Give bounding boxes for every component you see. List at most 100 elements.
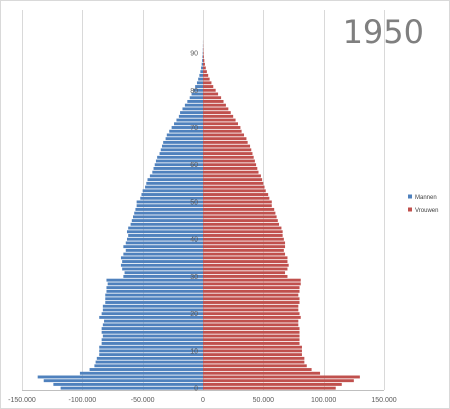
bar-mannen-age-14 xyxy=(102,334,203,338)
bar-mannen-age-17 xyxy=(102,323,203,327)
bar-vrouwen-age-67 xyxy=(203,137,247,141)
bar-vrouwen-age-3 xyxy=(203,375,360,379)
bar-vrouwen-age-28 xyxy=(203,282,301,286)
bar-mannen-age-4 xyxy=(79,371,203,375)
bar-mannen-age-36 xyxy=(123,252,203,256)
bar-mannen-age-70 xyxy=(171,126,203,129)
bar-vrouwen-age-18 xyxy=(203,319,299,323)
bar-vrouwen-age-60 xyxy=(203,163,257,167)
bar-vrouwen-age-43 xyxy=(203,226,282,230)
bar-vrouwen-age-52 xyxy=(203,193,269,196)
bar-mannen-age-28 xyxy=(107,282,203,286)
bar-mannen-age-39 xyxy=(125,241,203,245)
bar-mannen-age-25 xyxy=(105,293,203,297)
bar-vrouwen-age-75 xyxy=(203,107,229,111)
bar-vrouwen-age-27 xyxy=(203,286,300,290)
bar-mannen-age-53 xyxy=(142,189,203,193)
bar-vrouwen-age-42 xyxy=(203,230,283,234)
bar-vrouwen-age-61 xyxy=(203,159,255,163)
bar-mannen-age-8 xyxy=(96,356,203,360)
x-tick-label-2: -50.000 xyxy=(131,397,155,404)
bar-mannen-age-50 xyxy=(136,200,203,204)
bar-vrouwen-age-89 xyxy=(203,55,204,59)
bar-mannen-age-45 xyxy=(131,219,203,223)
bar-vrouwen-age-50 xyxy=(203,200,272,204)
bar-vrouwen-age-1 xyxy=(203,382,342,386)
bar-vrouwen-age-40 xyxy=(203,237,284,241)
bar-mannen-age-84 xyxy=(199,73,203,77)
bar-mannen-age-65 xyxy=(161,144,203,148)
bar-vrouwen-age-22 xyxy=(203,304,299,308)
bar-vrouwen-age-78 xyxy=(203,96,222,100)
bar-mannen-age-5 xyxy=(89,368,203,371)
x-tick-label-3: 0 xyxy=(201,397,205,404)
bar-vrouwen-age-20 xyxy=(203,312,300,316)
bar-vrouwen-age-77 xyxy=(203,99,224,103)
bar-mannen-age-44 xyxy=(130,222,203,226)
bar-vrouwen-age-44 xyxy=(203,222,280,226)
bar-vrouwen-age-48 xyxy=(203,207,275,211)
bar-mannen-age-74 xyxy=(180,111,203,115)
bar-vrouwen-age-71 xyxy=(203,122,238,126)
bar-mannen-age-68 xyxy=(166,133,203,137)
bar-mannen-age-81 xyxy=(195,85,203,88)
bar-vrouwen-age-13 xyxy=(203,338,300,342)
bar-vrouwen-age-56 xyxy=(203,178,263,182)
bar-vrouwen-age-25 xyxy=(203,293,299,297)
y-tick-label-20: 20 xyxy=(190,311,198,318)
bar-vrouwen-age-31 xyxy=(203,271,286,275)
bar-mannen-age-72 xyxy=(176,118,203,122)
bar-mannen-age-21 xyxy=(102,308,203,312)
x-tick-label-5: 100.000 xyxy=(311,397,336,404)
bar-mannen-age-34 xyxy=(122,260,203,263)
y-tick-label-60: 60 xyxy=(190,162,198,169)
bar-vrouwen-age-0 xyxy=(203,386,336,390)
bar-vrouwen-age-45 xyxy=(203,219,278,223)
bar-vrouwen-age-14 xyxy=(203,334,300,338)
bar-vrouwen-age-49 xyxy=(203,204,272,208)
bar-vrouwen-age-37 xyxy=(203,248,284,252)
bar-vrouwen-age-69 xyxy=(203,129,242,133)
bar-vrouwen-age-19 xyxy=(203,315,301,319)
bar-mannen-age-60 xyxy=(154,163,203,167)
bar-mannen-age-19 xyxy=(99,315,203,319)
bar-mannen-age-24 xyxy=(105,297,203,301)
bar-vrouwen-age-33 xyxy=(203,263,289,267)
bar-vrouwen-age-51 xyxy=(203,196,270,200)
bar-mannen-age-62 xyxy=(157,155,203,159)
bar-vrouwen-age-64 xyxy=(203,148,252,152)
bar-mannen-age-87 xyxy=(201,62,203,66)
bar-mannen-age-30 xyxy=(123,274,203,278)
legend: Mannen Vrouwen xyxy=(408,194,438,214)
bar-vrouwen-age-59 xyxy=(203,167,258,170)
bar-mannen-age-55 xyxy=(146,181,203,185)
y-tick-label-80: 80 xyxy=(190,88,198,95)
bar-mannen-age-3 xyxy=(37,375,203,379)
bar-vrouwen-age-58 xyxy=(203,170,259,174)
bar-mannen-age-33 xyxy=(120,263,203,267)
bar-mannen-age-86 xyxy=(201,66,203,70)
bar-vrouwen-age-66 xyxy=(203,140,248,144)
bar-vrouwen-age-35 xyxy=(203,256,288,260)
bar-mannen-age-77 xyxy=(187,99,203,103)
bar-mannen-age-85 xyxy=(200,70,203,74)
bar-mannen-age-51 xyxy=(140,196,203,200)
bar-mannen-age-40 xyxy=(126,237,203,241)
y-tick-labels: 0 10 20 30 40 50 60 70 80 90 xyxy=(190,51,198,393)
bar-mannen-age-82 xyxy=(196,81,203,85)
bar-vrouwen-age-83 xyxy=(203,77,210,81)
bar-vrouwen-age-73 xyxy=(203,114,234,118)
bar-mannen-age-43 xyxy=(128,226,203,230)
bar-mannen-age-41 xyxy=(128,234,203,237)
bar-vrouwen-age-90 xyxy=(203,51,204,55)
bar-mannen-age-37 xyxy=(125,248,203,252)
bar-vrouwen-age-29 xyxy=(203,278,301,282)
bar-mannen-age-0 xyxy=(60,386,203,390)
bar-vrouwen-age-80 xyxy=(203,88,216,92)
bar-mannen-age-54 xyxy=(145,185,203,189)
bar-vrouwen-age-23 xyxy=(203,301,300,304)
bar-mannen-age-75 xyxy=(182,107,203,111)
bar-vrouwen-age-2 xyxy=(203,379,354,383)
y-tick-label-40: 40 xyxy=(190,237,198,244)
